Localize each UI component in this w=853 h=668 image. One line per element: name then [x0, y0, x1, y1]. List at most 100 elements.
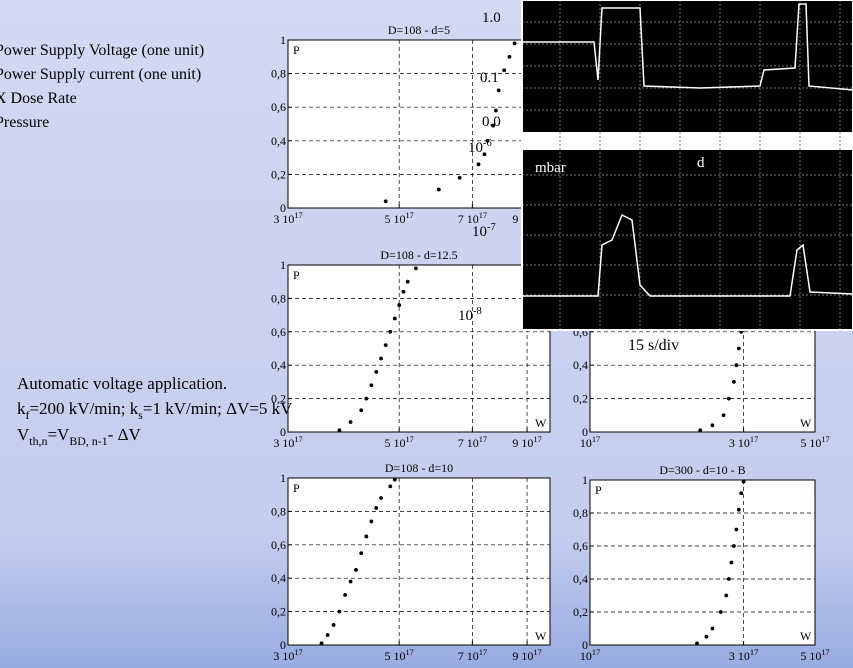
data-point [401, 289, 406, 294]
text-part: 17 [294, 648, 302, 657]
annotation: Automatic voltage application. kf=200 kV… [17, 374, 293, 448]
y-tick-label: 0,6 [271, 100, 286, 114]
data-point [359, 551, 364, 556]
scope-scale: 1.0 [482, 10, 501, 26]
data-point [482, 152, 487, 157]
label-box [797, 627, 813, 643]
data-point [476, 162, 481, 167]
data-point [374, 369, 379, 374]
y-tick-label: 1 [280, 471, 286, 485]
text-part: 17 [479, 648, 487, 657]
data-point [721, 413, 726, 418]
text-part: 5 10 [384, 212, 405, 226]
text-part: k [17, 399, 26, 418]
data-point [343, 593, 347, 597]
data-point [732, 544, 736, 548]
text-part: -6 [483, 138, 492, 149]
data-point [726, 577, 731, 581]
x-tick-label: 5 1017 [384, 648, 413, 663]
x-tick-label: 5 1017 [384, 211, 413, 226]
oscilloscope-image [521, 0, 853, 331]
data-point [710, 626, 715, 631]
y-tick-label: 0,2 [573, 392, 588, 406]
data-point [734, 363, 739, 368]
data-point [392, 316, 397, 321]
text-part: 17 [405, 435, 413, 444]
y-tick-label: 0,4 [573, 358, 588, 372]
data-point [397, 303, 402, 307]
text-part: 17 [405, 648, 413, 657]
text-part: -8 [473, 306, 482, 317]
y-tick-label: 0 [280, 201, 286, 215]
data-point [436, 187, 441, 192]
plot-area [287, 264, 551, 433]
text-part: 17 [479, 211, 487, 220]
data-point [369, 519, 374, 524]
y-tick-label: 0,8 [271, 291, 286, 305]
text-part: 3 10 [273, 649, 294, 663]
y-tick-label: 0,2 [271, 605, 286, 619]
y-tick-label: 1 [280, 258, 286, 272]
chart-title: D=108 - d=10 [385, 461, 453, 475]
data-point [354, 567, 358, 572]
data-point [379, 496, 383, 500]
data-point [325, 633, 330, 637]
text-part: Automatic voltage application. [17, 374, 227, 393]
text-part: 17 [479, 435, 487, 444]
data-point [369, 383, 374, 388]
data-point [383, 343, 388, 348]
chart-title: D=300 - d=10 - B [659, 463, 745, 477]
x-axis-label: W [535, 416, 547, 430]
legend-line: Power Supply current (one unit) [0, 66, 201, 83]
text-part: 10 [458, 308, 473, 324]
x-axis-label: W [800, 416, 812, 430]
text-part: 3 10 [729, 436, 750, 450]
y-tick-label: 0,8 [271, 67, 286, 81]
text-part: V [17, 425, 30, 444]
plot-frame [287, 264, 551, 433]
text-part: 17 [592, 435, 600, 444]
text-part: 17 [821, 435, 829, 444]
text-part: 10 [580, 436, 592, 450]
scope-trace [522, 213, 853, 297]
y-tick-label: 0 [280, 638, 286, 652]
x-tick-label: 3 1017 [729, 648, 758, 663]
x-tick-label: 3 1017 [273, 435, 302, 450]
text-part: 17 [405, 211, 413, 220]
label-box [532, 627, 548, 643]
text-part: 17 [592, 648, 600, 657]
x-tick-label: 9 1017 [512, 435, 541, 450]
data-point [414, 266, 418, 271]
text-part: 10 [580, 649, 592, 663]
text-part: 5 10 [800, 649, 821, 663]
y-axis-label: P [293, 43, 300, 57]
label-box [290, 42, 302, 56]
data-point [695, 641, 699, 646]
y-tick-label: 0,4 [573, 572, 588, 586]
x-tick-label: 5 1017 [800, 648, 829, 663]
text-part: =V [47, 425, 70, 444]
label-box [592, 482, 604, 496]
text-part: - ΔV [108, 425, 142, 444]
text-part: th,n [29, 434, 47, 448]
y-axis-label: P [595, 483, 602, 497]
data-point [729, 560, 734, 565]
y-tick-label: 0,2 [271, 167, 286, 181]
data-point [512, 41, 517, 46]
data-point [374, 506, 379, 510]
data-point [319, 641, 324, 646]
x-axis-label: W [800, 629, 812, 643]
y-tick-label: 0,8 [573, 506, 588, 520]
text-part: 3 10 [273, 212, 294, 226]
x-tick-label: 3 1017 [729, 435, 758, 450]
data-point [457, 175, 462, 180]
text-part: 7 10 [458, 649, 479, 663]
plot-area [589, 479, 816, 646]
data-point [383, 199, 388, 204]
plot-area [287, 39, 551, 209]
text-part: 17 [750, 435, 758, 444]
